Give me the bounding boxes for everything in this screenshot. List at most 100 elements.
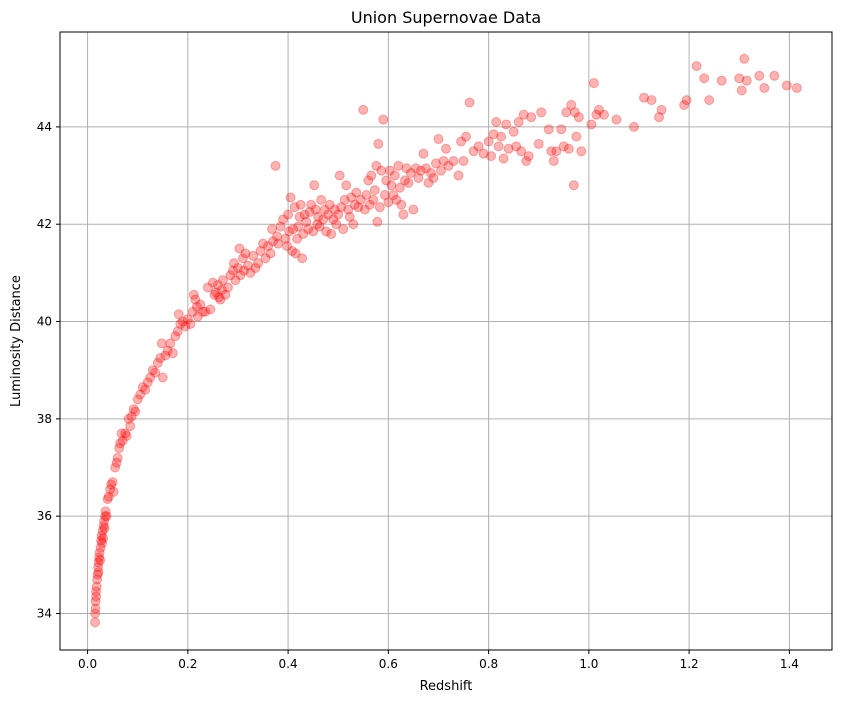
data-point [101,511,112,522]
data-point [97,537,108,548]
x-axis-label: Redshift [420,679,473,694]
data-point [268,236,279,247]
data-point [301,216,312,227]
data-point [202,282,213,293]
data-point [759,82,770,93]
data-point [423,177,434,188]
data-point [376,165,387,176]
data-point [92,569,103,580]
data-point [391,194,402,205]
data-point [284,226,295,237]
data-point [156,338,167,349]
y-tick-label: 36 [37,509,52,523]
data-point [263,241,274,252]
data-point [368,194,379,205]
data-point [145,372,156,383]
data-point [363,175,374,186]
data-point [734,73,745,84]
data-point [230,275,241,286]
data-point [628,121,639,132]
data-point [573,112,584,123]
data-point [443,160,454,171]
data-point [369,185,380,196]
data-point [598,109,609,120]
data-point [238,265,249,276]
data-point [304,207,315,218]
data-point [187,306,198,317]
data-point [346,192,357,203]
data-point [501,119,512,130]
data-point [393,160,404,171]
x-tick-label: 0.0 [78,657,97,671]
data-point [359,204,370,215]
data-point [516,146,527,157]
data-point [93,557,104,568]
data-point [91,586,102,597]
data-point [508,126,519,137]
x-tick-label: 0.8 [479,657,498,671]
data-point [96,530,107,541]
data-point [435,165,446,176]
data-point [108,486,119,497]
data-point [418,148,429,159]
data-point [309,180,320,191]
data-point [299,209,310,220]
data-point [513,117,524,128]
data-point [321,226,332,237]
data-point [430,158,441,169]
data-point [216,284,227,295]
data-point [736,85,747,96]
data-point [205,304,216,315]
data-point [111,457,122,468]
data-point [297,253,308,264]
data-point [209,289,220,300]
data-point [523,151,534,162]
y-axis-ticks: 34 36 38 40 42 44 [37,120,60,621]
data-point [90,596,101,607]
data-point [324,199,335,210]
data-point [298,228,309,239]
data-point [105,484,116,495]
data-point [190,294,201,305]
data-point [142,377,153,388]
data-point [456,136,467,147]
data-point [213,292,224,303]
data-point [344,211,355,222]
data-point [162,345,173,356]
data-point [123,413,134,424]
data-point [358,104,369,115]
data-point [464,97,475,108]
data-point [128,404,139,415]
data-point [319,204,330,215]
data-point [175,318,186,329]
data-point [195,299,206,310]
data-point [102,494,113,505]
data-point [739,53,750,64]
data-point [394,182,405,193]
data-point [288,224,299,235]
data-point [100,511,111,522]
data-point [441,143,451,154]
data-point [115,438,126,449]
data-point [250,263,261,274]
data-point [511,141,522,152]
data-point [372,216,383,227]
data-point [278,214,289,225]
chart-title: Union Supernovae Data [351,8,541,27]
data-point [556,124,567,135]
data-point [240,248,251,259]
data-point [212,280,223,291]
data-point [566,99,577,110]
data-point [97,525,108,536]
data-point [106,479,117,490]
data-point [486,151,497,162]
data-point [93,562,104,573]
y-tick-label: 42 [37,217,52,231]
data-point [121,430,132,441]
data-point [282,241,293,252]
data-point [741,75,752,86]
data-point [399,175,410,186]
data-point [265,248,276,259]
data-point [272,231,283,242]
data-point [200,306,211,317]
